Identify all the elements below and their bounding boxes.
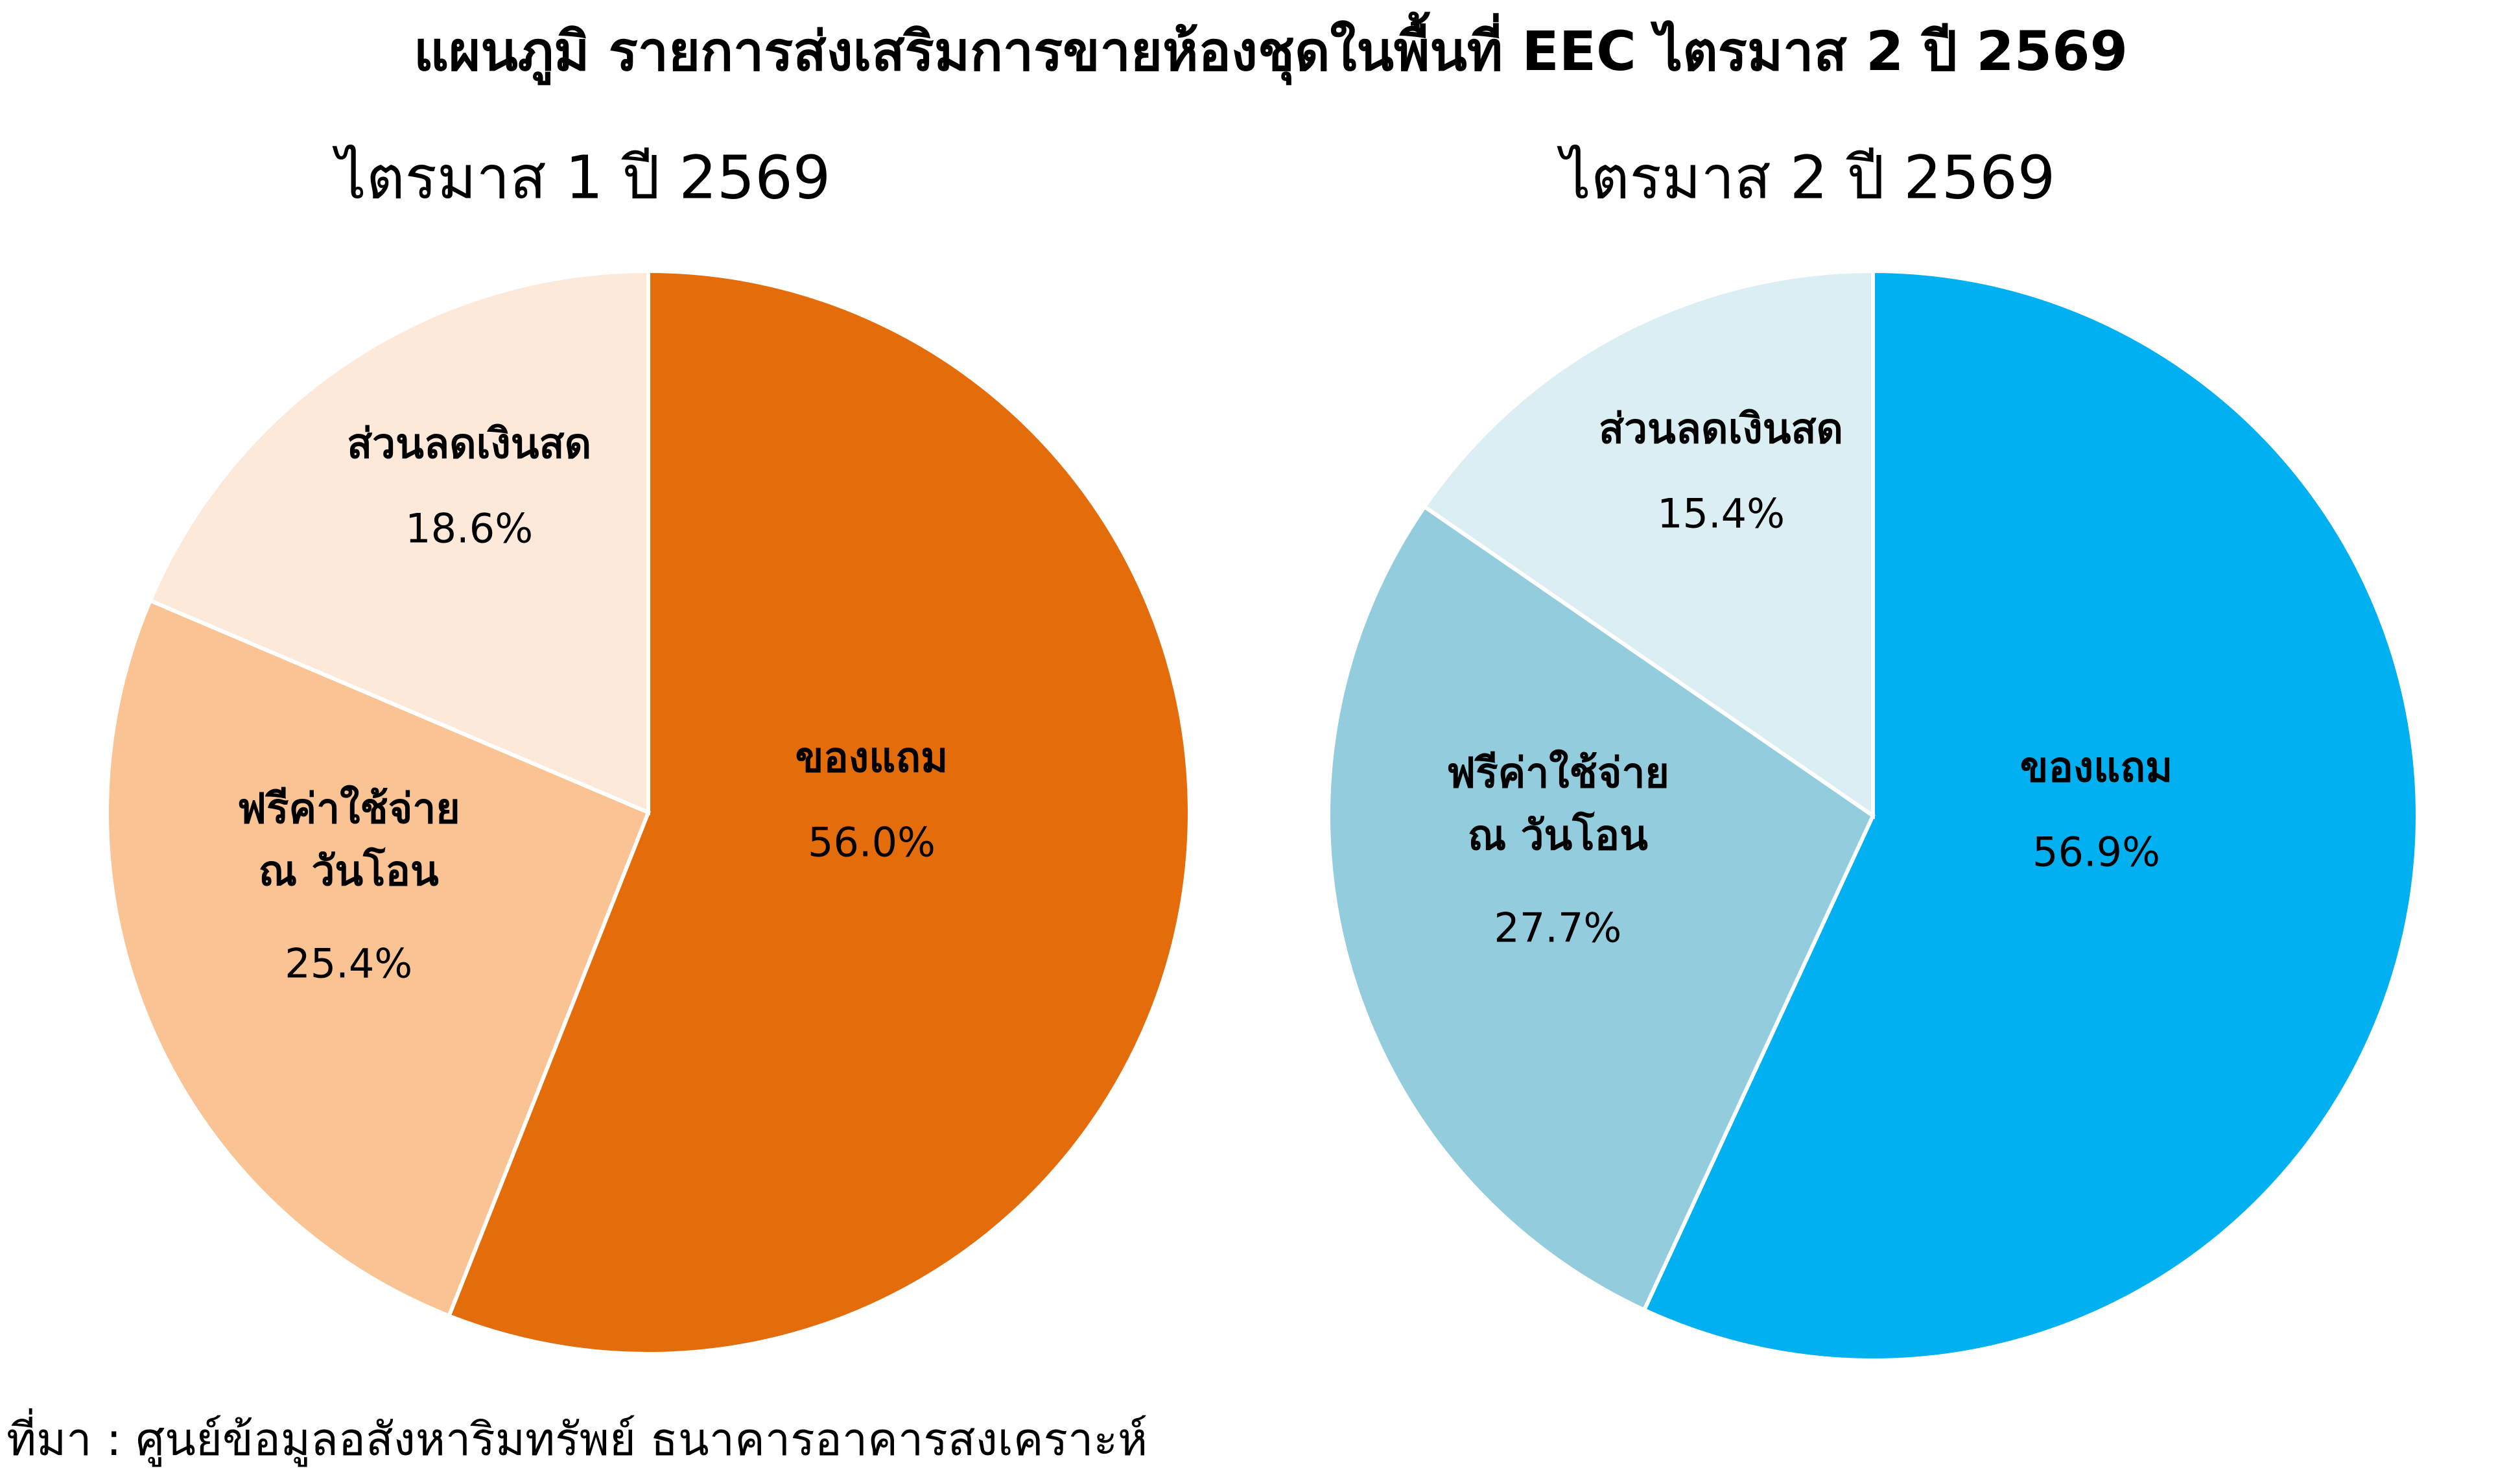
pie-title: ไตรมาส 2 ปี 2569 [1557,143,2056,212]
main-title: แผนภูมิ รายการส่งเสริมการขายห้องชุดในพื้… [414,11,2128,86]
slice-label: ของแถม [2020,743,2173,792]
value-label: 56.9% [2032,828,2161,876]
pie-slice [446,268,1192,1356]
pie-slice [147,268,650,816]
pie-slice [105,598,651,1319]
value-label: 56.0% [808,818,936,866]
pie-slice [1642,268,2420,1362]
pie-slice [1326,504,1876,1313]
value-label: 18.6% [405,504,534,552]
slice-label: ฟรีค่าใช้จ่าย ณ วันโอน [237,785,460,896]
value-label: 27.7% [1494,904,1622,952]
slice-label: ของแถม [795,733,948,782]
pie-slice [1422,268,1875,820]
value-label: 25.4% [285,940,413,988]
pie-title: ไตรมาส 1 ปี 2569 [332,143,831,212]
source-note: ที่มา : ศูนย์ข้อมูลอสังหาริมทรัพย์ ธนาคา… [6,1408,1148,1467]
slice-label: ฟรีค่าใช้จ่าย ณ วันโอน [1446,749,1669,860]
slice-label: ส่วนลดเงินสด [1599,405,1844,453]
value-label: 15.4% [1657,490,1785,538]
slice-label: ส่วนลดเงินสด [347,420,592,469]
